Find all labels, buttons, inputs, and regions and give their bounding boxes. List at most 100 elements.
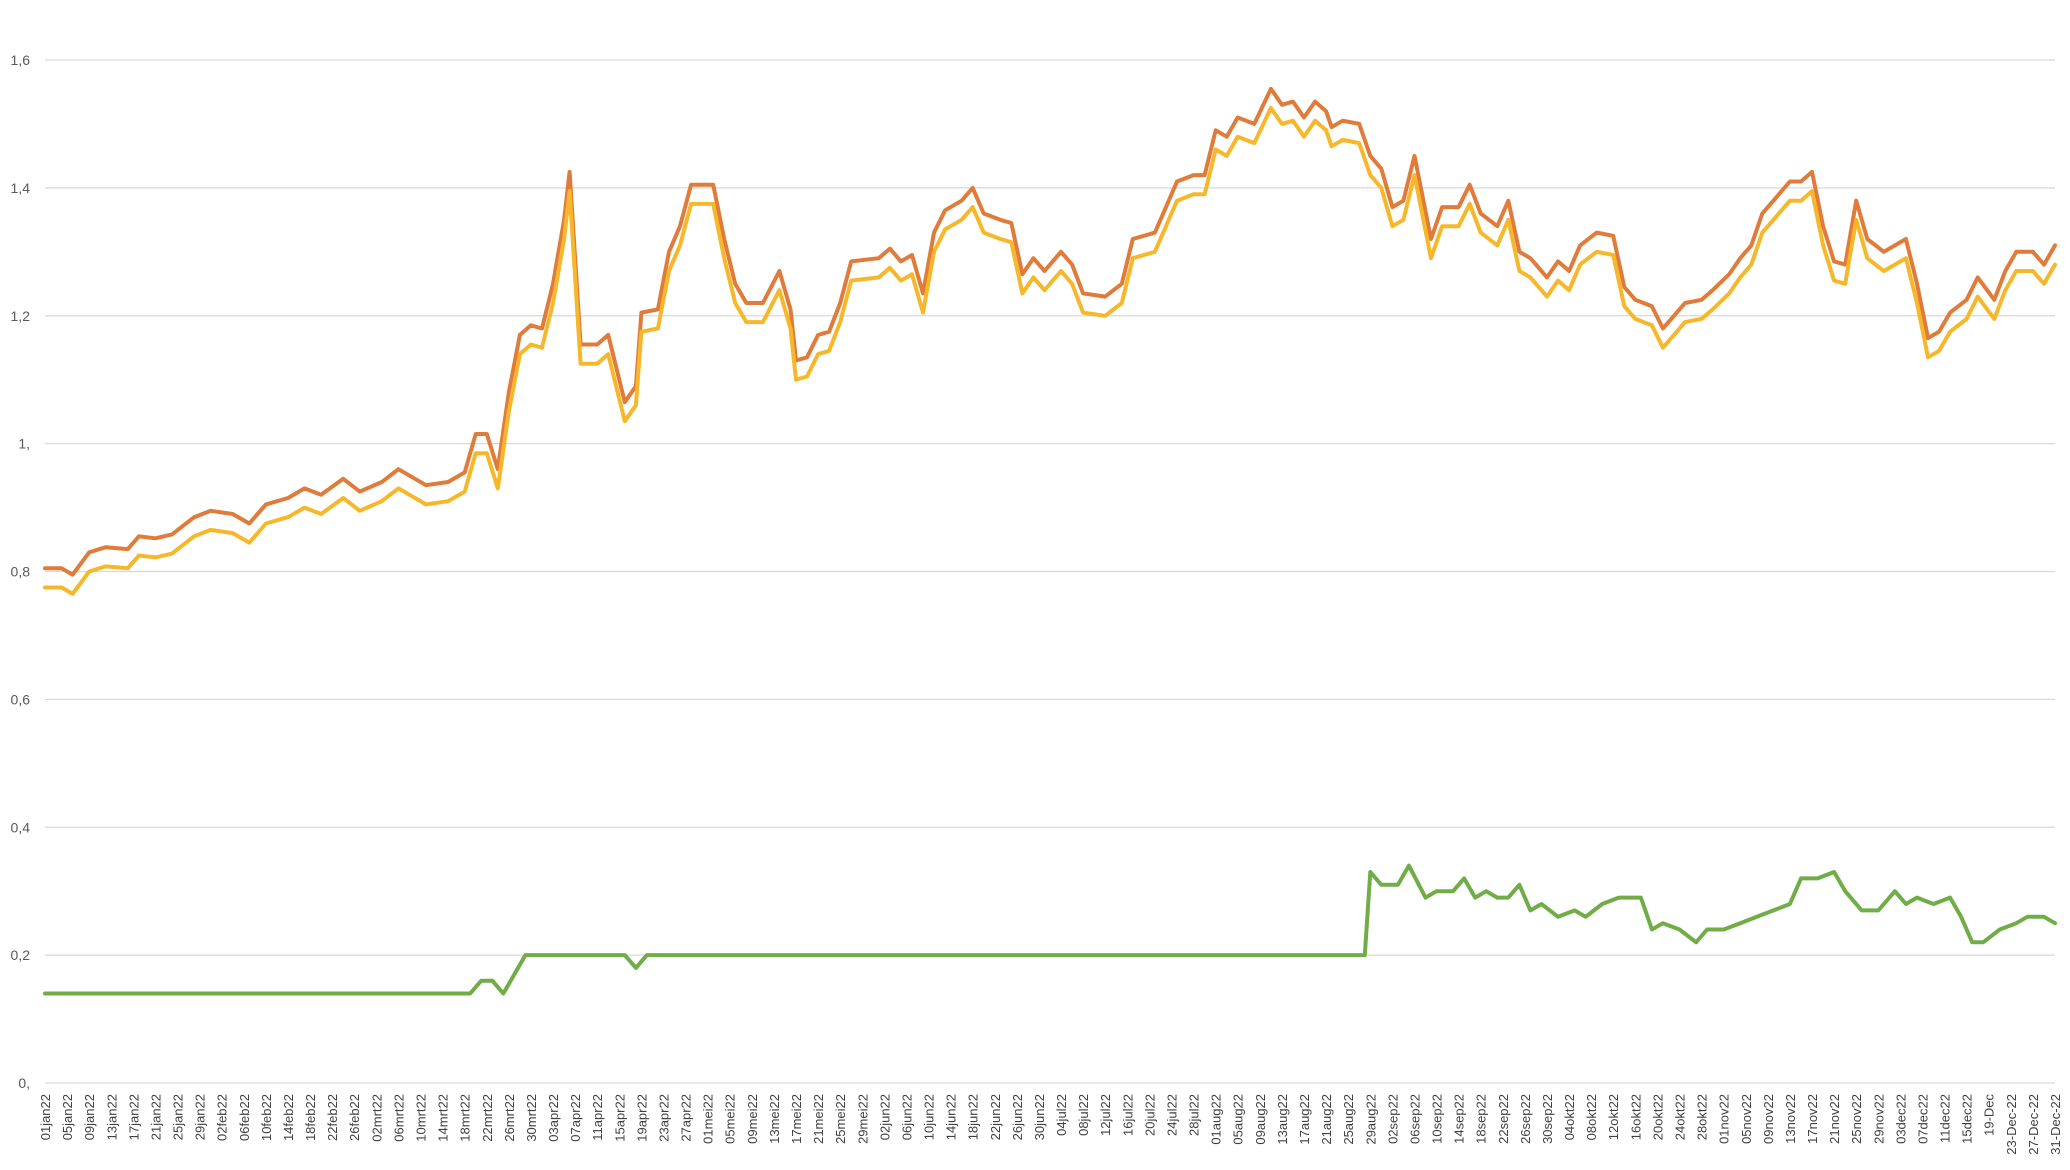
- y-tick-label: 1,4: [11, 180, 31, 196]
- x-tick-label: 29nov22: [1871, 1094, 1886, 1144]
- x-tick-label: 17mei22: [789, 1094, 804, 1144]
- x-tick-label: 02sep22: [1385, 1094, 1400, 1144]
- x-tick-label: 13jan22: [104, 1094, 119, 1140]
- x-tick-label: 21jan22: [148, 1094, 163, 1140]
- x-tick-label: 28jul22: [1187, 1094, 1202, 1136]
- x-tick-label: 11dec22: [1938, 1094, 1953, 1143]
- x-tick-label: 06feb22: [237, 1094, 252, 1141]
- x-tick-label: 09aug22: [1253, 1094, 1268, 1145]
- x-tick-label: 10feb22: [259, 1094, 274, 1141]
- x-tick-label: 28okt22: [1695, 1094, 1710, 1140]
- x-tick-label: 17jan22: [126, 1094, 141, 1140]
- x-tick-label: 17nov22: [1805, 1094, 1820, 1144]
- x-tick-label: 31-Dec-22: [2048, 1094, 2063, 1155]
- x-tick-label: 12okt22: [1606, 1094, 1621, 1140]
- y-tick-label: 0,2: [11, 947, 31, 963]
- y-tick-label: 1,6: [11, 52, 31, 68]
- x-tick-label: 14sep22: [1452, 1094, 1467, 1144]
- x-tick-label: 01jan22: [38, 1094, 53, 1140]
- x-tick-label: 14feb22: [281, 1094, 296, 1141]
- x-axis-ticks: 01jan22 05jan22 09jan22 13jan22 17jan22 21jan…: [38, 1093, 2063, 1154]
- x-tick-label: 19apr22: [634, 1094, 649, 1142]
- x-tick-label: 22jun22: [988, 1094, 1003, 1140]
- x-tick-label: 09nov22: [1761, 1094, 1776, 1144]
- x-tick-label: 02mrt22: [369, 1094, 384, 1142]
- x-tick-label: 01aug22: [1209, 1094, 1224, 1145]
- x-tick-label: 24jul22: [1165, 1094, 1180, 1136]
- x-tick-label: 14jun22: [944, 1094, 959, 1140]
- x-tick-label: 05mei22: [723, 1094, 738, 1144]
- x-tick-label: 03apr22: [546, 1094, 561, 1142]
- x-tick-label: 11apr22: [590, 1094, 605, 1141]
- x-tick-label: 26sep22: [1518, 1094, 1533, 1144]
- x-tick-label: 18mrt22: [458, 1094, 473, 1142]
- x-tick-label: 02jun22: [877, 1094, 892, 1140]
- series-lines: [43, 86, 2057, 996]
- y-tick-label: 0,8: [11, 564, 31, 580]
- x-tick-label: 30jun22: [1032, 1094, 1047, 1140]
- x-tick-label: 05jan22: [60, 1094, 75, 1140]
- series-line-2: [43, 106, 2057, 596]
- x-tick-label: 23-Dec-22: [2004, 1094, 2019, 1155]
- x-tick-label: 01nov22: [1717, 1094, 1732, 1144]
- x-tick-label: 05aug22: [1231, 1094, 1246, 1145]
- x-tick-label: 18feb22: [303, 1094, 318, 1141]
- x-tick-label: 06sep22: [1408, 1094, 1423, 1144]
- series-line-1: [43, 86, 2057, 577]
- x-tick-label: 15dec22: [1960, 1094, 1975, 1144]
- x-tick-label: 04jul22: [1054, 1094, 1069, 1136]
- x-tick-label: 03dec22: [1893, 1094, 1908, 1144]
- x-tick-label: 30sep22: [1540, 1094, 1555, 1144]
- x-tick-label: 29aug22: [1363, 1094, 1378, 1145]
- x-tick-label: 16jul22: [1120, 1094, 1135, 1136]
- x-tick-label: 08okt22: [1584, 1094, 1599, 1140]
- x-tick-label: 08jul22: [1076, 1094, 1091, 1136]
- x-tick-label: 09mei22: [745, 1094, 760, 1144]
- x-tick-label: 21nov22: [1827, 1094, 1842, 1144]
- x-tick-label: 01mei22: [701, 1094, 716, 1144]
- y-tick-label: 1,2: [11, 308, 31, 324]
- x-tick-label: 04okt22: [1562, 1094, 1577, 1140]
- series-line-3: [43, 863, 2057, 996]
- x-tick-label: 30mrt22: [524, 1094, 539, 1142]
- x-tick-label: 20jul22: [1142, 1094, 1157, 1136]
- x-tick-label: 10jun22: [922, 1094, 937, 1140]
- x-tick-label: 09jan22: [82, 1094, 97, 1140]
- x-tick-label: 25aug22: [1341, 1094, 1356, 1145]
- x-tick-label: 22sep22: [1496, 1094, 1511, 1144]
- x-tick-label: 29jan22: [193, 1094, 208, 1140]
- x-tick-label: 20okt22: [1650, 1094, 1665, 1140]
- x-tick-label: 22feb22: [325, 1094, 340, 1141]
- x-tick-label: 14mrt22: [436, 1094, 451, 1142]
- y-tick-label: 1,: [18, 436, 30, 452]
- x-tick-label: 29mei22: [855, 1094, 870, 1144]
- x-tick-label: 26mrt22: [502, 1094, 517, 1142]
- x-tick-label: 16okt22: [1628, 1094, 1643, 1140]
- x-tick-label: 12jul22: [1098, 1094, 1113, 1136]
- x-tick-label: 07apr22: [568, 1094, 583, 1142]
- y-axis-ticks: 0, 0,2 0,4 0,6 0,8 1, 1,2 1,4 1,6: [11, 52, 31, 1091]
- x-tick-label: 02feb22: [215, 1094, 230, 1141]
- x-tick-label: 25jan22: [171, 1094, 186, 1140]
- x-tick-label: 13nov22: [1783, 1094, 1798, 1144]
- x-tick-label: 19-Dec: [1982, 1093, 1997, 1135]
- x-tick-label: 26jun22: [1010, 1094, 1025, 1140]
- x-tick-label: 21aug22: [1319, 1094, 1334, 1145]
- x-tick-label: 25nov22: [1849, 1094, 1864, 1144]
- x-tick-label: 06jun22: [899, 1094, 914, 1140]
- gridlines: [45, 59, 2055, 1084]
- x-tick-label: 21mei22: [811, 1094, 826, 1144]
- x-tick-label: 10sep22: [1430, 1094, 1445, 1144]
- x-tick-label: 26feb22: [347, 1094, 362, 1141]
- x-tick-label: 13aug22: [1275, 1094, 1290, 1145]
- x-tick-label: 17aug22: [1297, 1094, 1312, 1145]
- x-tick-label: 06mrt22: [391, 1094, 406, 1142]
- x-tick-label: 23apr22: [657, 1094, 672, 1142]
- y-tick-label: 0,: [18, 1075, 30, 1091]
- x-tick-label: 07dec22: [1916, 1094, 1931, 1144]
- y-tick-label: 0,4: [11, 819, 31, 835]
- x-tick-label: 15apr22: [612, 1094, 627, 1142]
- x-tick-label: 13mei22: [767, 1094, 782, 1144]
- x-tick-label: 27-Dec-22: [2026, 1094, 2041, 1155]
